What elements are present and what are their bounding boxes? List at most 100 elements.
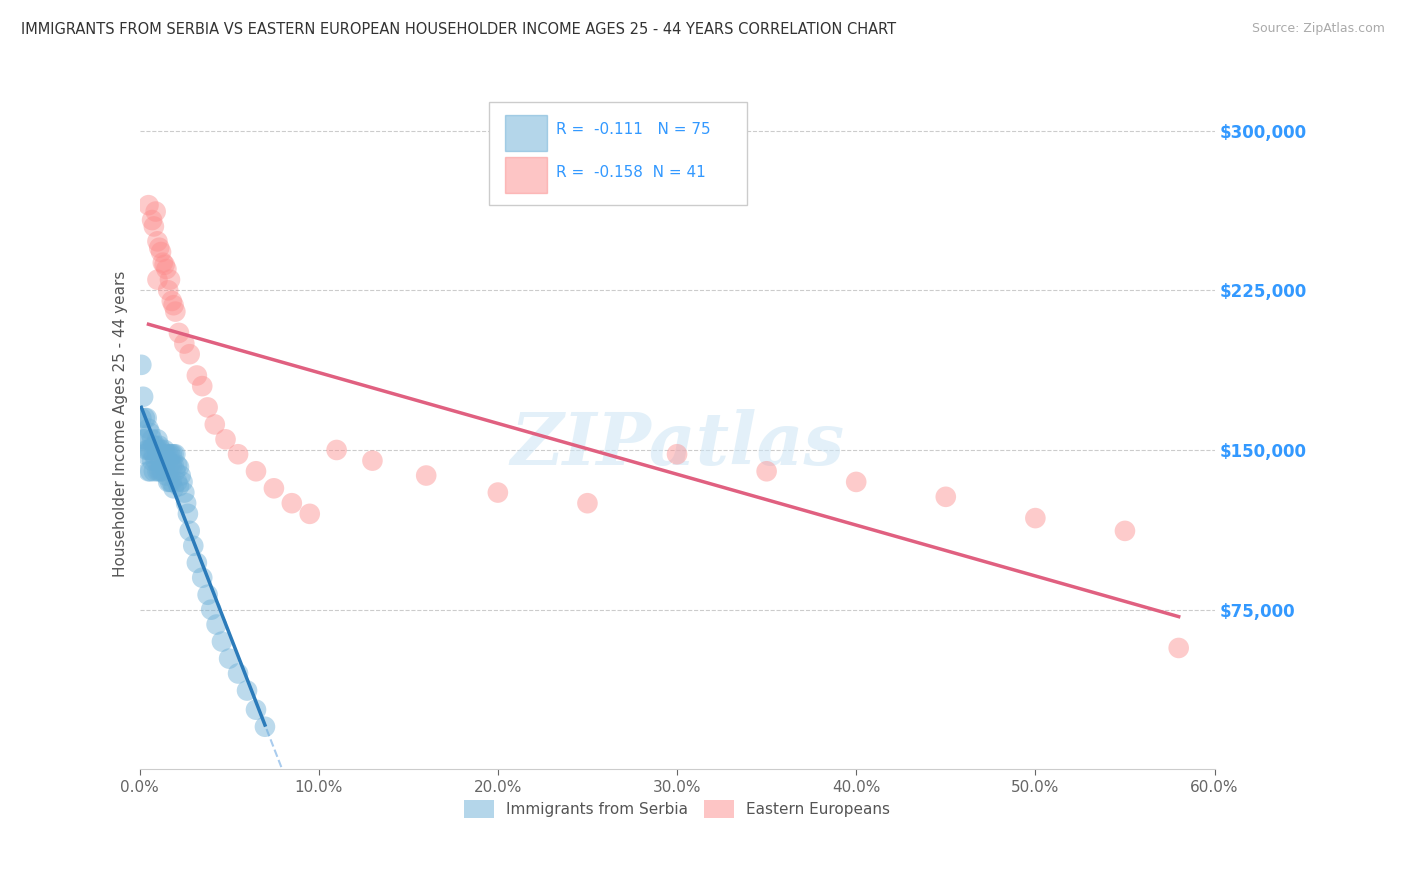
Point xyxy=(155,453,177,467)
Point xyxy=(141,453,163,467)
Point xyxy=(146,442,169,457)
Point xyxy=(146,447,169,461)
Point xyxy=(153,460,176,475)
Point xyxy=(157,283,180,297)
Point xyxy=(165,304,187,318)
Point xyxy=(211,634,233,648)
Point xyxy=(177,507,200,521)
Text: IMMIGRANTS FROM SERBIA VS EASTERN EUROPEAN HOUSEHOLDER INCOME AGES 25 - 44 YEARS: IMMIGRANTS FROM SERBIA VS EASTERN EUROPE… xyxy=(21,22,896,37)
Point xyxy=(170,468,193,483)
Point xyxy=(361,453,384,467)
Point xyxy=(179,347,201,361)
Legend: Immigrants from Serbia, Eastern Europeans: Immigrants from Serbia, Eastern European… xyxy=(457,794,897,824)
Point xyxy=(160,447,183,461)
Point xyxy=(160,293,183,308)
Point xyxy=(142,464,165,478)
Point xyxy=(167,326,190,340)
Point xyxy=(162,298,184,312)
Point xyxy=(142,447,165,461)
Point xyxy=(141,433,163,447)
Point xyxy=(245,703,267,717)
Point xyxy=(174,496,197,510)
Point xyxy=(146,273,169,287)
Point xyxy=(755,464,778,478)
Point xyxy=(173,336,195,351)
Point xyxy=(415,468,437,483)
Point xyxy=(157,453,180,467)
Point xyxy=(1024,511,1046,525)
Point xyxy=(165,447,187,461)
Point xyxy=(134,447,156,461)
Text: R =  -0.158  N = 41: R = -0.158 N = 41 xyxy=(555,165,706,179)
Point xyxy=(148,447,170,461)
Point xyxy=(150,464,173,478)
Point xyxy=(153,442,176,457)
Text: Source: ZipAtlas.com: Source: ZipAtlas.com xyxy=(1251,22,1385,36)
Point xyxy=(139,464,162,478)
Point xyxy=(181,539,204,553)
Point xyxy=(167,479,190,493)
Point xyxy=(1167,640,1189,655)
Point xyxy=(166,458,188,472)
Point xyxy=(165,464,187,478)
Y-axis label: Householder Income Ages 25 - 44 years: Householder Income Ages 25 - 44 years xyxy=(114,270,128,576)
Point xyxy=(148,241,170,255)
Point xyxy=(172,475,194,489)
Point xyxy=(191,379,214,393)
Point xyxy=(159,458,181,472)
Point xyxy=(179,524,201,538)
Point xyxy=(132,390,155,404)
Point xyxy=(146,235,169,249)
Point xyxy=(218,651,240,665)
Point xyxy=(135,442,157,457)
Point xyxy=(155,447,177,461)
Point xyxy=(205,617,228,632)
Point xyxy=(134,411,156,425)
Point xyxy=(139,442,162,457)
Point xyxy=(226,666,249,681)
Point xyxy=(139,425,162,440)
Point xyxy=(160,475,183,489)
Point xyxy=(145,204,167,219)
Point xyxy=(150,442,173,457)
Point xyxy=(145,439,167,453)
Point xyxy=(131,358,153,372)
Point xyxy=(226,447,249,461)
Point xyxy=(197,401,219,415)
Point xyxy=(486,485,509,500)
Point xyxy=(138,422,160,436)
Point xyxy=(159,447,181,461)
Point xyxy=(281,496,304,510)
Point xyxy=(159,273,181,287)
Point xyxy=(132,433,155,447)
Point xyxy=(150,453,173,467)
Point xyxy=(152,464,174,478)
Point xyxy=(186,368,208,383)
Point xyxy=(214,433,236,447)
Point xyxy=(148,439,170,453)
Point xyxy=(138,442,160,457)
Point xyxy=(141,213,163,227)
Point xyxy=(153,258,176,272)
Point xyxy=(162,458,184,472)
Point xyxy=(162,481,184,495)
Point xyxy=(204,417,226,432)
Point xyxy=(150,245,173,260)
FancyBboxPatch shape xyxy=(505,157,547,193)
FancyBboxPatch shape xyxy=(489,102,747,205)
Point xyxy=(146,433,169,447)
Point xyxy=(142,219,165,234)
Point xyxy=(167,460,190,475)
Point xyxy=(245,464,267,478)
Point xyxy=(135,411,157,425)
Point xyxy=(263,481,285,495)
Point xyxy=(186,556,208,570)
Point xyxy=(138,198,160,212)
Point xyxy=(935,490,957,504)
Point xyxy=(236,683,259,698)
Point xyxy=(166,475,188,489)
Point xyxy=(253,720,276,734)
Point xyxy=(325,442,347,457)
Point xyxy=(155,262,177,277)
Point xyxy=(173,485,195,500)
